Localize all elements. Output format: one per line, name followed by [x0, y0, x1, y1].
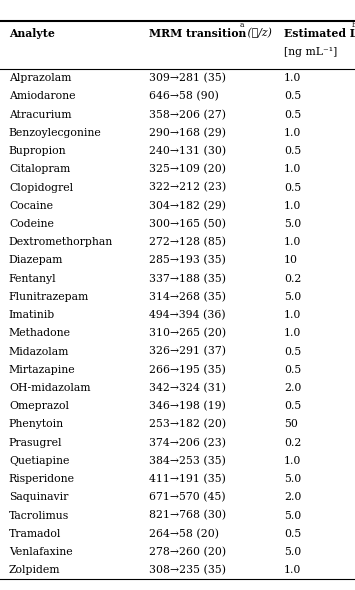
- Text: 0.5: 0.5: [284, 529, 301, 539]
- Text: 50: 50: [284, 419, 298, 430]
- Text: Midazolam: Midazolam: [9, 346, 69, 356]
- Text: 285→193 (35): 285→193 (35): [149, 255, 226, 266]
- Text: 2.0: 2.0: [284, 493, 301, 502]
- Text: a: a: [240, 21, 244, 29]
- Text: 5.0: 5.0: [284, 292, 301, 302]
- Text: 358→206 (27): 358→206 (27): [149, 109, 226, 120]
- Text: 1.0: 1.0: [284, 128, 301, 138]
- Text: [ng mL⁻¹]: [ng mL⁻¹]: [284, 47, 337, 57]
- Text: Citalopram: Citalopram: [9, 164, 70, 174]
- Text: 1.0: 1.0: [284, 328, 301, 338]
- Text: 1.0: 1.0: [284, 310, 301, 320]
- Text: 384→253 (35): 384→253 (35): [149, 455, 226, 466]
- Text: 0.2: 0.2: [284, 438, 301, 448]
- Text: 308→235 (35): 308→235 (35): [149, 565, 226, 575]
- Text: Methadone: Methadone: [9, 328, 71, 338]
- Text: 325→109 (20): 325→109 (20): [149, 164, 226, 175]
- Text: 300→165 (50): 300→165 (50): [149, 219, 226, 229]
- Text: 266→195 (35): 266→195 (35): [149, 365, 226, 375]
- Text: 0.5: 0.5: [284, 182, 301, 192]
- Text: Omeprazol: Omeprazol: [9, 401, 69, 411]
- Text: 5.0: 5.0: [284, 219, 301, 229]
- Text: 290→168 (29): 290→168 (29): [149, 127, 226, 138]
- Text: 5.0: 5.0: [284, 474, 301, 484]
- Text: OH-midazolam: OH-midazolam: [9, 383, 91, 393]
- Text: 1.0: 1.0: [284, 164, 301, 174]
- Text: 309→281 (35): 309→281 (35): [149, 73, 226, 83]
- Text: 1.0: 1.0: [284, 201, 301, 211]
- Text: Amiodarone: Amiodarone: [9, 91, 75, 101]
- Text: 5.0: 5.0: [284, 547, 301, 557]
- Text: b: b: [351, 21, 355, 29]
- Text: 326→291 (37): 326→291 (37): [149, 346, 226, 357]
- Text: Flunitrazepam: Flunitrazepam: [9, 292, 89, 302]
- Text: 671→570 (45): 671→570 (45): [149, 492, 226, 503]
- Text: Prasugrel: Prasugrel: [9, 438, 62, 448]
- Text: Bupropion: Bupropion: [9, 146, 66, 156]
- Text: 1.0: 1.0: [284, 456, 301, 466]
- Text: 0.5: 0.5: [284, 110, 301, 120]
- Text: Tacrolimus: Tacrolimus: [9, 510, 69, 520]
- Text: 1.0: 1.0: [284, 237, 301, 247]
- Text: Dextromethorphan: Dextromethorphan: [9, 237, 113, 247]
- Text: Tramadol: Tramadol: [9, 529, 61, 539]
- Text: 310→265 (20): 310→265 (20): [149, 328, 226, 339]
- Text: (ℳ/z): (ℳ/z): [244, 28, 272, 38]
- Text: 0.5: 0.5: [284, 346, 301, 356]
- Text: 0.2: 0.2: [284, 274, 301, 284]
- Text: Risperidone: Risperidone: [9, 474, 75, 484]
- Text: 2.0: 2.0: [284, 383, 301, 393]
- Text: 0.5: 0.5: [284, 401, 301, 411]
- Text: Atracurium: Atracurium: [9, 110, 71, 120]
- Text: 346→198 (19): 346→198 (19): [149, 401, 226, 411]
- Text: 240→131 (30): 240→131 (30): [149, 146, 226, 156]
- Text: Analyte: Analyte: [9, 28, 55, 39]
- Text: 322→212 (23): 322→212 (23): [149, 182, 226, 193]
- Text: Zolpidem: Zolpidem: [9, 565, 60, 575]
- Text: 5.0: 5.0: [284, 510, 301, 520]
- Text: Cocaine: Cocaine: [9, 201, 53, 211]
- Text: Estimated LOQ: Estimated LOQ: [284, 28, 355, 39]
- Text: 374→206 (23): 374→206 (23): [149, 438, 226, 448]
- Text: 1.0: 1.0: [284, 73, 301, 83]
- Text: MRM transition: MRM transition: [149, 28, 246, 39]
- Text: 337→188 (35): 337→188 (35): [149, 274, 226, 284]
- Text: 646→58 (90): 646→58 (90): [149, 91, 219, 101]
- Text: Saquinavir: Saquinavir: [9, 493, 68, 502]
- Text: Imatinib: Imatinib: [9, 310, 55, 320]
- Text: 821→768 (30): 821→768 (30): [149, 510, 226, 521]
- Text: Mirtazapine: Mirtazapine: [9, 365, 76, 375]
- Text: Quetiapine: Quetiapine: [9, 456, 69, 466]
- Text: Fentanyl: Fentanyl: [9, 274, 56, 284]
- Text: Alprazolam: Alprazolam: [9, 73, 71, 83]
- Text: Benzoylecgonine: Benzoylecgonine: [9, 128, 102, 138]
- Text: 10: 10: [284, 255, 298, 266]
- Text: Venlafaxine: Venlafaxine: [9, 547, 72, 557]
- Text: 411→191 (35): 411→191 (35): [149, 474, 226, 484]
- Text: 0.5: 0.5: [284, 365, 301, 375]
- Text: 253→182 (20): 253→182 (20): [149, 419, 226, 430]
- Text: 342→324 (31): 342→324 (31): [149, 383, 226, 393]
- Text: 0.5: 0.5: [284, 146, 301, 156]
- Text: 304→182 (29): 304→182 (29): [149, 201, 226, 211]
- Text: 272→128 (85): 272→128 (85): [149, 237, 226, 247]
- Text: 1.0: 1.0: [284, 565, 301, 575]
- Text: 314→268 (35): 314→268 (35): [149, 291, 226, 302]
- Text: 278→260 (20): 278→260 (20): [149, 547, 226, 557]
- Text: Phenytoin: Phenytoin: [9, 419, 64, 430]
- Text: 264→58 (20): 264→58 (20): [149, 529, 219, 539]
- Text: Diazepam: Diazepam: [9, 255, 63, 266]
- Text: 0.5: 0.5: [284, 91, 301, 101]
- Text: 494→394 (36): 494→394 (36): [149, 310, 226, 320]
- Text: Codeine: Codeine: [9, 219, 54, 229]
- Text: Clopidogrel: Clopidogrel: [9, 182, 73, 192]
